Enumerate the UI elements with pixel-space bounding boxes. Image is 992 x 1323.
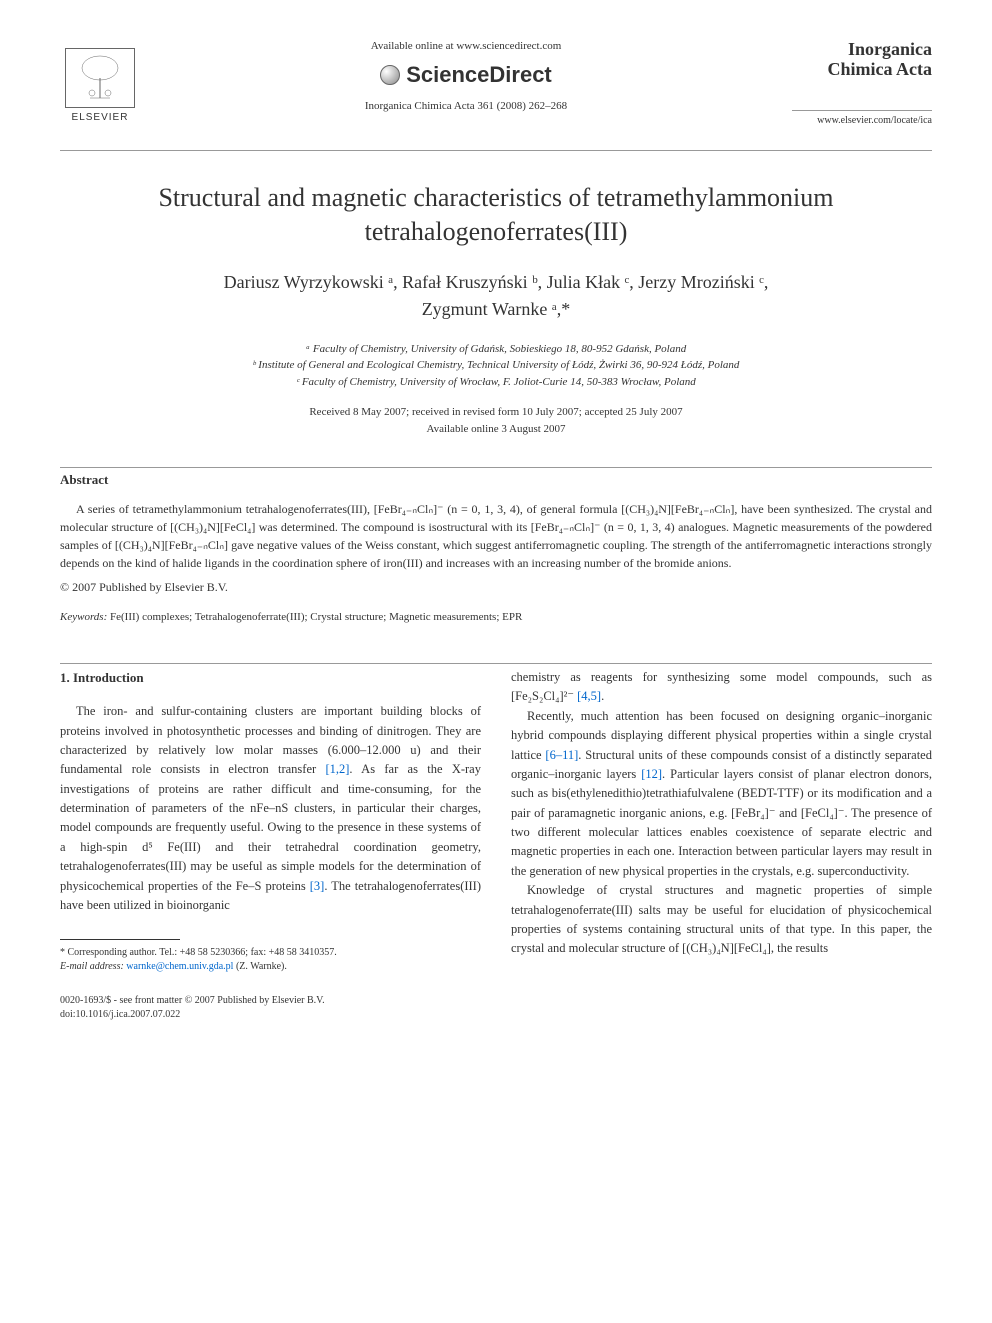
authors-block: Dariusz Wyrzykowski ᵃ, Rafał Kruszyński … — [60, 269, 932, 323]
elsevier-text: ELSEVIER — [72, 112, 129, 123]
email-suffix: (Z. Warnke). — [233, 961, 286, 972]
divider — [792, 110, 932, 111]
abstract-text: A series of tetramethylammonium tetrahal… — [60, 500, 932, 572]
affiliations-block: ᵃ Faculty of Chemistry, University of Gd… — [60, 341, 932, 391]
article-title: Structural and magnetic characteristics … — [60, 181, 932, 249]
authors-line-2: Zygmunt Warnke ᵃ,* — [422, 299, 571, 319]
received-date: Received 8 May 2007; received in revised… — [309, 406, 682, 418]
ref-link-6-11[interactable]: [6–11] — [545, 748, 578, 762]
sciencedirect-ball-icon — [380, 65, 400, 85]
citation-text: Inorganica Chimica Acta 361 (2008) 262–2… — [160, 100, 772, 112]
copyright-line: © 2007 Published by Elsevier B.V. — [60, 580, 932, 595]
elsevier-tree-icon — [65, 48, 135, 108]
journal-title: Inorganica Chimica Acta — [792, 40, 932, 80]
abstract-header: Abstract — [60, 472, 932, 488]
keywords-line: Keywords: Fe(III) complexes; Tetrahaloge… — [60, 611, 932, 623]
corresponding-author: * Corresponding author. Tel.: +48 58 523… — [60, 946, 481, 974]
abstract-bottom-rule — [60, 663, 932, 664]
abstract-body: A series of tetramethylammonium tetrahal… — [60, 502, 932, 570]
header-row: ELSEVIER Available online at www.science… — [60, 40, 932, 130]
sciencedirect-logo: ScienceDirect — [160, 62, 772, 88]
journal-name-1: Inorganica — [848, 39, 932, 59]
available-date: Available online 3 August 2007 — [426, 423, 565, 435]
body-columns: 1. Introduction The iron- and sulfur-con… — [60, 668, 932, 1022]
keywords-label: Keywords: — [60, 611, 107, 623]
email-label: E-mail address: — [60, 961, 126, 972]
keywords-text: Fe(III) complexes; Tetrahalogenoferrate(… — [107, 611, 522, 623]
intro-text-2a: chemistry as reagents for synthesizing s… — [511, 670, 932, 703]
ref-link-1-2[interactable]: [1,2] — [325, 762, 349, 776]
left-column: 1. Introduction The iron- and sulfur-con… — [60, 668, 481, 1022]
corresponding-text: * Corresponding author. Tel.: +48 58 523… — [60, 947, 337, 958]
intro-text-1b: . As far as the X-ray investigations of … — [60, 762, 481, 892]
authors-line-1: Dariusz Wyrzykowski ᵃ, Rafał Kruszyński … — [224, 272, 769, 292]
affiliation-c: ᶜ Faculty of Chemistry, University of Wr… — [296, 376, 696, 388]
introduction-header: 1. Introduction — [60, 668, 481, 688]
doi-text: doi:10.1016/j.ica.2007.07.022 — [60, 1009, 180, 1020]
elsevier-logo: ELSEVIER — [60, 40, 140, 130]
footer-divider — [60, 939, 180, 940]
journal-url: www.elsevier.com/locate/ica — [792, 115, 932, 126]
email-link[interactable]: warnke@chem.univ.gda.pl — [126, 961, 233, 972]
doi-block: 0020-1693/$ - see front matter © 2007 Pu… — [60, 994, 481, 1022]
intro-para-3: Knowledge of crystal structures and magn… — [511, 881, 932, 959]
sciencedirect-text: ScienceDirect — [406, 62, 552, 88]
intro-para-1-cont: chemistry as reagents for synthesizing s… — [511, 668, 932, 707]
ref-link-4-5[interactable]: [4,5] — [577, 689, 601, 703]
journal-name-2: Chimica Acta — [828, 59, 932, 79]
ref-link-12[interactable]: [12] — [641, 767, 662, 781]
intro-para-1: The iron- and sulfur-containing clusters… — [60, 702, 481, 915]
available-online-text: Available online at www.sciencedirect.co… — [160, 40, 772, 52]
intro-para-2: Recently, much attention has been focuse… — [511, 707, 932, 881]
affiliation-b: ᵇ Institute of General and Ecological Ch… — [253, 359, 740, 371]
dates-block: Received 8 May 2007; received in revised… — [60, 404, 932, 437]
intro-text-3c: . Particular layers consist of planar el… — [511, 767, 932, 878]
affiliation-a: ᵃ Faculty of Chemistry, University of Gd… — [306, 343, 686, 355]
ref-link-3[interactable]: [3] — [310, 879, 325, 893]
header-rule — [60, 150, 932, 151]
journal-box: Inorganica Chimica Acta www.elsevier.com… — [792, 40, 932, 126]
issn-text: 0020-1693/$ - see front matter © 2007 Pu… — [60, 995, 325, 1006]
abstract-top-rule — [60, 467, 932, 468]
right-column: chemistry as reagents for synthesizing s… — [511, 668, 932, 1022]
intro-text-2b: . — [601, 689, 604, 703]
center-header: Available online at www.sciencedirect.co… — [140, 40, 792, 112]
